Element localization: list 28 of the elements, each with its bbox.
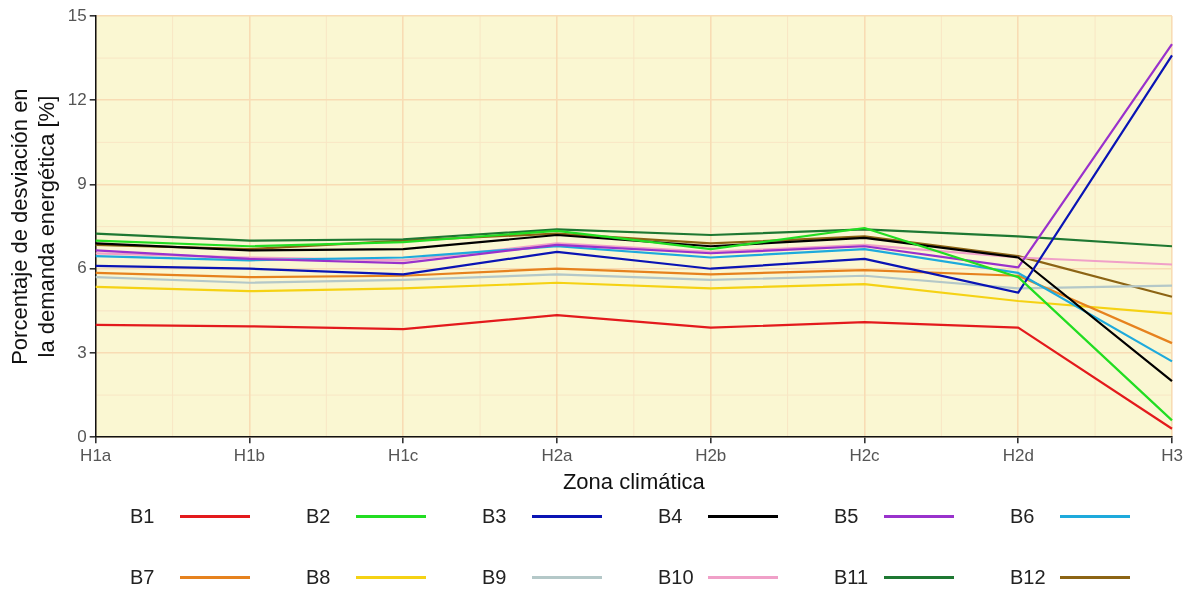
y-tick-label: 15 (67, 5, 87, 25)
legend-label: B12 (1010, 566, 1047, 589)
legend-label: B1 (130, 505, 156, 528)
y-tick-label: 6 (77, 258, 87, 278)
y-tick-label: 9 (77, 174, 87, 194)
y-tick-label: 0 (77, 426, 87, 446)
legend-label: B3 (482, 505, 508, 528)
x-tick-label: H1c (388, 446, 419, 466)
x-tick-label: H2b (695, 446, 727, 466)
x-tick-label: H2c (849, 446, 881, 466)
y-axis-title: Porcentaje de desviación en la demanda energética [%] (7, 88, 59, 365)
y-tick-label: 3 (77, 342, 87, 362)
legend-label: B8 (306, 566, 332, 589)
x-tick-label: H3 (1161, 446, 1183, 466)
legend-label: B11 (834, 566, 870, 589)
legend-label: B6 (1010, 505, 1036, 528)
legend-label: B5 (834, 505, 860, 528)
legend-label: B9 (482, 566, 508, 589)
x-tick-label: H1b (233, 446, 266, 466)
x-tick-label: H2d (1002, 446, 1034, 466)
x-axis-title: Zona climática (562, 468, 706, 494)
x-tick-label: H2a (541, 446, 574, 466)
legend-label: B2 (306, 505, 332, 528)
y-tick-label: 12 (67, 89, 87, 109)
legend-label: B7 (130, 566, 156, 589)
x-tick-label: H1a (80, 446, 112, 466)
legend-label: B4 (658, 505, 684, 528)
legend-label: B10 (658, 566, 695, 589)
